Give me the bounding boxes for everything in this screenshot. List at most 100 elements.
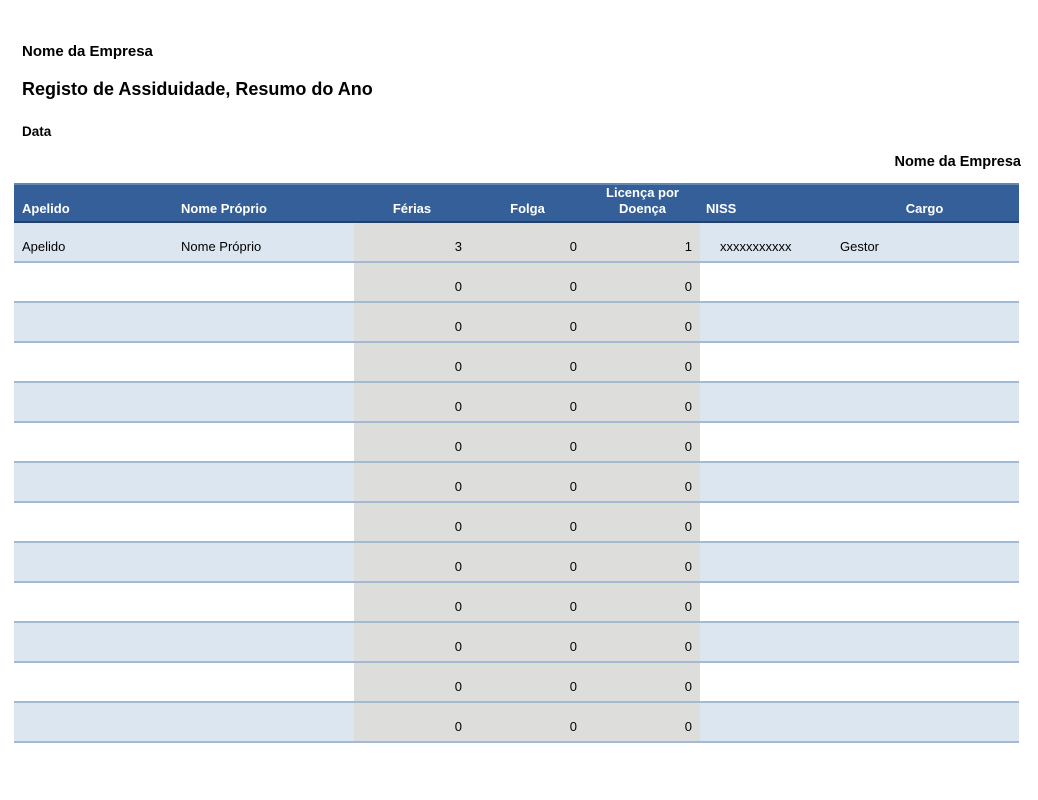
cell-ferias[interactable]: 0: [354, 623, 470, 661]
cell-niss[interactable]: [700, 583, 830, 621]
cell-nome[interactable]: [177, 463, 354, 501]
cell-niss[interactable]: [700, 463, 830, 501]
cell-folga[interactable]: 0: [470, 343, 585, 381]
cell-cargo[interactable]: [830, 503, 1019, 541]
table-header-row: Apelido Nome Próprio Férias Folga Licença po…: [14, 183, 1019, 223]
cell-folga[interactable]: 0: [470, 383, 585, 421]
cell-folga[interactable]: 0: [470, 503, 585, 541]
cell-licenca[interactable]: 0: [585, 623, 700, 661]
column-header-niss[interactable]: NISS: [706, 201, 737, 217]
cell-folga[interactable]: 0: [470, 583, 585, 621]
cell-nome[interactable]: Nome Próprio: [181, 239, 262, 254]
column-header-apelido[interactable]: Apelido: [22, 201, 70, 217]
cell-nome[interactable]: [177, 663, 354, 701]
cell-nome[interactable]: [177, 343, 354, 381]
cell-ferias[interactable]: 0: [354, 263, 470, 301]
cell-apelido[interactable]: [14, 463, 177, 501]
cell-licenca[interactable]: 0: [585, 383, 700, 421]
cell-apelido[interactable]: [14, 543, 177, 581]
column-header-ferias[interactable]: Férias: [392, 201, 432, 217]
cell-apelido[interactable]: [14, 663, 177, 701]
cell-licenca[interactable]: 0: [585, 583, 700, 621]
cell-ferias[interactable]: 0: [354, 583, 470, 621]
cell-niss[interactable]: xxxxxxxxxxx: [720, 239, 792, 254]
cell-apelido[interactable]: [14, 703, 177, 741]
cell-nome[interactable]: [177, 303, 354, 341]
cell-apelido[interactable]: [14, 343, 177, 381]
cell-cargo[interactable]: [830, 343, 1019, 381]
cell-apelido[interactable]: [14, 263, 177, 301]
cell-niss[interactable]: [700, 303, 830, 341]
cell-folga[interactable]: 0: [470, 463, 585, 501]
cell-nome[interactable]: [177, 703, 354, 741]
column-header-nome[interactable]: Nome Próprio: [181, 201, 267, 217]
cell-folga[interactable]: 0: [470, 263, 585, 301]
cell-nome[interactable]: [177, 263, 354, 301]
cell-licenca[interactable]: 0: [585, 543, 700, 581]
cell-ferias[interactable]: 0: [354, 663, 470, 701]
cell-apelido[interactable]: [14, 583, 177, 621]
cell-licenca[interactable]: 0: [585, 343, 700, 381]
cell-ferias[interactable]: 0: [354, 543, 470, 581]
cell-ferias[interactable]: 0: [354, 303, 470, 341]
cell-ferias[interactable]: 0: [354, 503, 470, 541]
cell-ferias[interactable]: 0: [354, 383, 470, 421]
cell-licenca[interactable]: 0: [585, 463, 700, 501]
cell-cargo[interactable]: [830, 543, 1019, 581]
cell-ferias[interactable]: 3: [354, 223, 470, 261]
column-header-licenca[interactable]: Licença por Doença: [606, 185, 679, 217]
cell-niss[interactable]: [700, 703, 830, 741]
cell-apelido[interactable]: [14, 383, 177, 421]
cell-apelido[interactable]: [14, 623, 177, 661]
cell-ferias[interactable]: 0: [354, 343, 470, 381]
cell-cargo[interactable]: Gestor: [840, 239, 880, 254]
cell-niss[interactable]: [700, 343, 830, 381]
cell-licenca[interactable]: 0: [585, 503, 700, 541]
cell-cargo[interactable]: [830, 463, 1019, 501]
cell-apelido[interactable]: Apelido: [22, 239, 66, 254]
cell-licenca[interactable]: 0: [585, 663, 700, 701]
cell-niss[interactable]: [700, 623, 830, 661]
cell-cargo[interactable]: [830, 263, 1019, 301]
cell-cargo[interactable]: [830, 703, 1019, 741]
cell-apelido[interactable]: [14, 503, 177, 541]
cell-niss[interactable]: [700, 423, 830, 461]
cell-licenca[interactable]: 0: [585, 423, 700, 461]
cell-niss[interactable]: [700, 663, 830, 701]
cell-licenca[interactable]: 0: [585, 263, 700, 301]
cell-nome[interactable]: [177, 383, 354, 421]
cell-ferias[interactable]: 0: [354, 703, 470, 741]
cell-folga[interactable]: 0: [470, 663, 585, 701]
cell-cargo[interactable]: [830, 583, 1019, 621]
cell-nome[interactable]: [177, 583, 354, 621]
cell-folga[interactable]: 0: [470, 223, 585, 261]
cell-cargo[interactable]: [830, 623, 1019, 661]
cell-nome[interactable]: [177, 423, 354, 461]
cell-folga[interactable]: 0: [470, 623, 585, 661]
cell-cargo[interactable]: [830, 663, 1019, 701]
cell-licenca[interactable]: 0: [585, 703, 700, 741]
cell-apelido[interactable]: [14, 423, 177, 461]
cell-folga[interactable]: 0: [470, 543, 585, 581]
cell-niss[interactable]: [700, 263, 830, 301]
cell-ferias[interactable]: 0: [354, 463, 470, 501]
cell-nome[interactable]: [177, 543, 354, 581]
cell-ferias[interactable]: 0: [354, 423, 470, 461]
cell-cargo[interactable]: [830, 423, 1019, 461]
cell-nome[interactable]: [177, 503, 354, 541]
cell-nome[interactable]: [177, 623, 354, 661]
column-header-folga[interactable]: Folga: [510, 201, 545, 217]
cell-licenca[interactable]: 0: [585, 303, 700, 341]
cell-licenca[interactable]: 1: [585, 223, 700, 261]
cell-folga[interactable]: 0: [470, 423, 585, 461]
cell-folga[interactable]: 0: [470, 703, 585, 741]
cell-cargo[interactable]: [830, 303, 1019, 341]
cell-niss[interactable]: [700, 503, 830, 541]
cell-apelido[interactable]: [14, 303, 177, 341]
cell-niss[interactable]: [700, 543, 830, 581]
cell-niss[interactable]: [700, 383, 830, 421]
cell-folga[interactable]: 0: [470, 303, 585, 341]
column-header-cargo[interactable]: Cargo: [905, 201, 944, 217]
cell-cargo[interactable]: [830, 383, 1019, 421]
